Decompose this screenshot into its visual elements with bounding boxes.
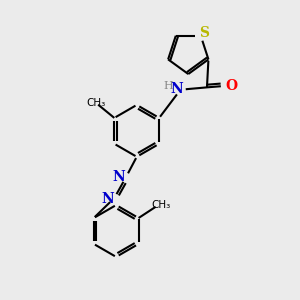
Text: CH₃: CH₃ bbox=[86, 98, 105, 108]
Text: S: S bbox=[199, 26, 209, 40]
Text: O: O bbox=[225, 79, 237, 93]
Text: N: N bbox=[170, 82, 183, 96]
Text: CH₃: CH₃ bbox=[151, 200, 171, 210]
Text: N: N bbox=[101, 192, 114, 206]
Text: N: N bbox=[113, 170, 125, 184]
Text: H: H bbox=[163, 81, 173, 91]
